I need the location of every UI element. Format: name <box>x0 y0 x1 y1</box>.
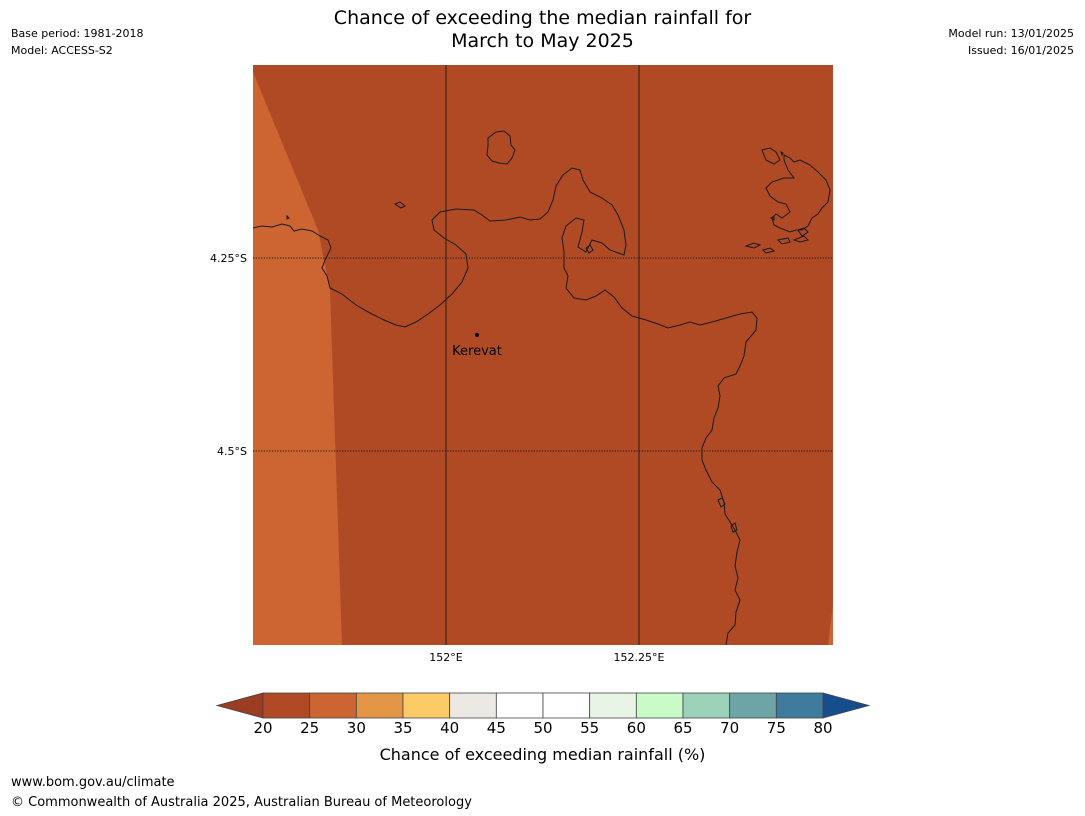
colorbar-segment-75-80 <box>775 692 824 719</box>
title-line-2: March to May 2025 <box>451 30 634 52</box>
colorbar-segment-25-30 <box>309 692 357 719</box>
colorbar-segment-35-40 <box>402 692 451 719</box>
colorbar-segment-50-55 <box>542 692 591 719</box>
colorbar-segment-70-75 <box>729 692 777 719</box>
colorbar-segment-20-25 <box>262 692 311 719</box>
footer: www.bom.gov.au/climate © Commonwealth of… <box>11 773 472 813</box>
colorbar-tick-25: 25 <box>300 719 320 737</box>
lat-tick-4-5: 4.5°S <box>217 445 247 458</box>
lon-tick-152: 152°E <box>429 651 462 664</box>
issued-text: Issued: 16/01/2025 <box>967 44 1074 57</box>
header-left: Base period: 1981-2018 Model: ACCESS-S2 <box>11 25 143 59</box>
colorbar <box>215 692 871 719</box>
footer-copyright: © Commonwealth of Australia 2025, Austra… <box>11 795 472 810</box>
colorbar-tick-20: 20 <box>253 719 273 737</box>
colorbar-segment-30-35 <box>355 692 404 719</box>
colorbar-segment-55-60 <box>589 692 637 719</box>
colorbar-segment-40-45 <box>449 692 497 719</box>
map-fill-25-30-west <box>253 65 342 645</box>
header-right: Model run: 13/01/2025 Issued: 16/01/2025 <box>948 25 1074 59</box>
colorbar-tick-65: 65 <box>673 719 693 737</box>
page-title: Chance of exceeding the median rainfall … <box>0 7 1085 53</box>
colorbar-tick-35: 35 <box>393 719 413 737</box>
colorbar-tick-80: 80 <box>813 719 833 737</box>
lat-tick-4-25: 4.25°S <box>210 252 247 265</box>
colorbar-above-arrow <box>822 692 871 719</box>
colorbar-tick-50: 50 <box>533 719 553 737</box>
lon-tick-152-25: 152.25°E <box>614 651 665 664</box>
map-area: Kerevat <box>253 65 833 645</box>
colorbar-tick-55: 55 <box>580 719 600 737</box>
kerevat-marker <box>475 333 479 337</box>
base-period-text: Base period: 1981-2018 <box>11 27 144 40</box>
footer-url: www.bom.gov.au/climate <box>11 775 175 790</box>
model-run-text: Model run: 13/01/2025 <box>948 27 1074 40</box>
colorbar-label: Chance of exceeding median rainfall (%) <box>379 745 706 764</box>
colorbar-segments <box>262 692 824 719</box>
colorbar-tick-45: 45 <box>486 719 506 737</box>
colorbar-ticks: 20 25 30 35 40 45 50 55 60 65 70 75 80 <box>0 719 1085 739</box>
colorbar-segment-60-65 <box>635 692 684 719</box>
colorbar-tick-70: 70 <box>720 719 740 737</box>
colorbar-below-arrow <box>215 692 264 719</box>
colorbar-segment-65-70 <box>682 692 731 719</box>
coastline <box>253 130 831 645</box>
model-text: Model: ACCESS-S2 <box>11 44 113 57</box>
kerevat-label: Kerevat <box>452 344 502 359</box>
title-line-1: Chance of exceeding the median rainfall … <box>333 7 752 29</box>
colorbar-tick-60: 60 <box>626 719 646 737</box>
colorbar-segment-45-50 <box>495 692 544 719</box>
colorbar-tick-75: 75 <box>766 719 786 737</box>
map-fill-25-30-southeast <box>828 605 833 645</box>
colorbar-tick-40: 40 <box>440 719 460 737</box>
colorbar-tick-30: 30 <box>346 719 366 737</box>
map-fill-20-25 <box>253 65 833 645</box>
